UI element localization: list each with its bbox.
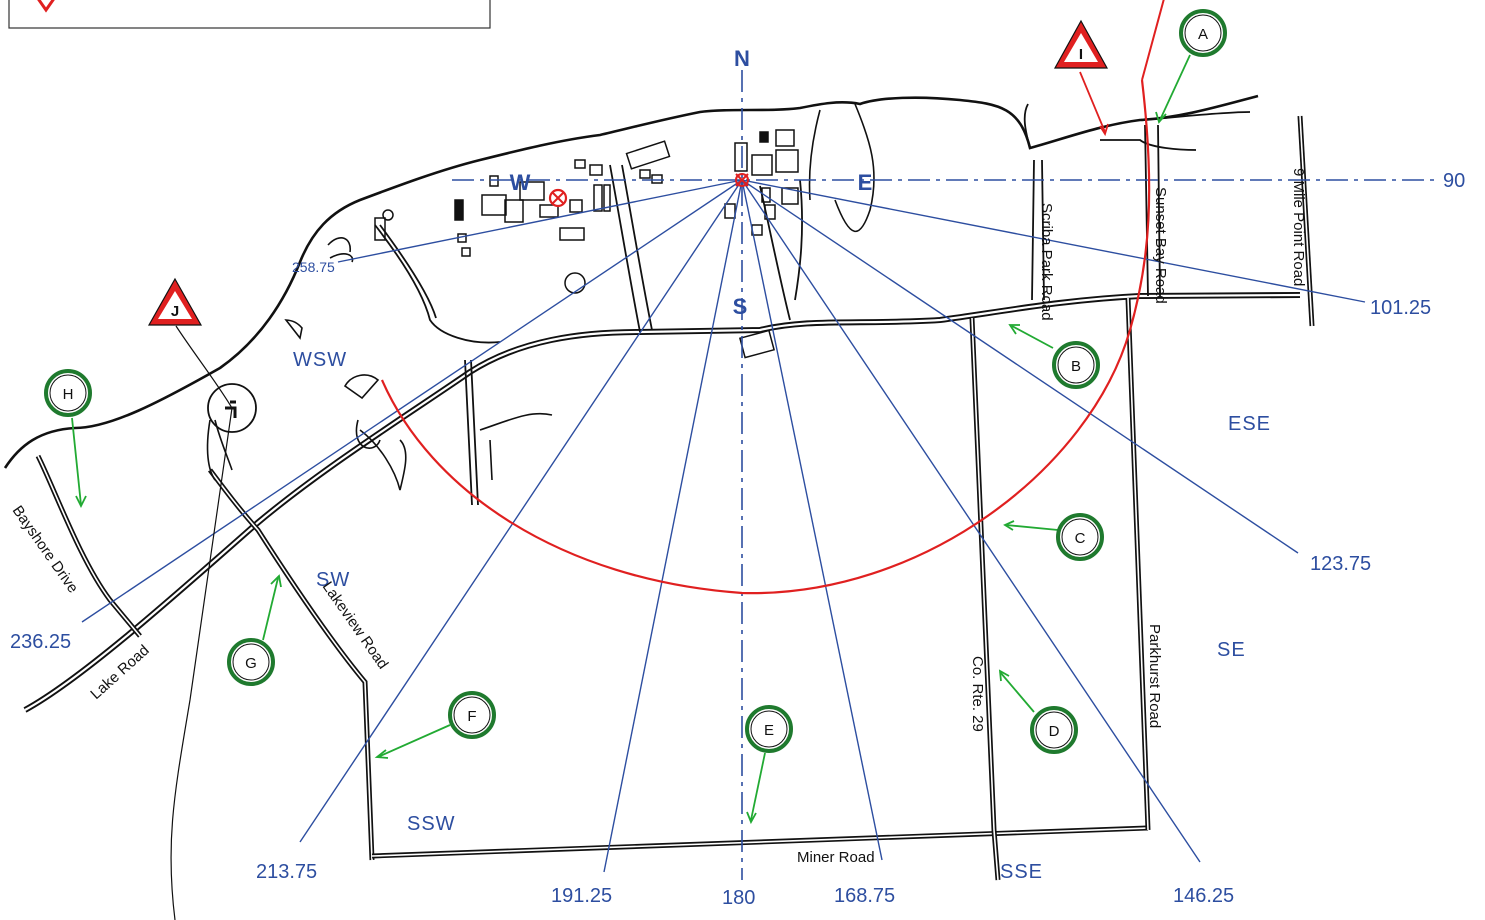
sector-sse: SSE xyxy=(1000,861,1043,883)
plant-loop-road xyxy=(374,224,501,344)
triangle-i-label: I xyxy=(1079,46,1083,63)
sector-sw: SW xyxy=(316,569,350,591)
sector-line-146 xyxy=(741,179,1201,863)
compass-east: E xyxy=(858,170,873,195)
marker-d-label: D xyxy=(1049,723,1060,740)
circle-x-icon xyxy=(548,188,568,208)
sector-line-213 xyxy=(299,179,743,843)
boundary-arc-top xyxy=(1141,0,1165,81)
terrain-lines xyxy=(206,103,875,491)
triangle-i[interactable]: I xyxy=(1053,19,1109,69)
bearing-123: 123.75 xyxy=(1310,553,1371,575)
marker-h[interactable]: H xyxy=(44,369,92,417)
marker-f[interactable]: F xyxy=(448,691,496,739)
sector-line-191 xyxy=(603,179,743,873)
marker-e-label: E xyxy=(764,722,774,739)
water-tower-feature xyxy=(207,383,257,433)
sector-labels: ESE SE SSE SSW SW WSW xyxy=(293,349,1271,883)
bearing-258: 258.75 xyxy=(292,259,335,275)
marker-c-label: C xyxy=(1075,530,1086,547)
compass-north: N xyxy=(734,46,750,71)
marker-d[interactable]: D xyxy=(1030,706,1078,754)
sector-line-101 xyxy=(741,179,1366,303)
road-label-lakeview: Lakeview Road xyxy=(319,579,392,673)
sector-line-123 xyxy=(741,179,1299,554)
triangle-pointers xyxy=(170,71,1109,920)
marker-f-label: F xyxy=(467,708,476,725)
roads xyxy=(23,115,1315,881)
compass-axes xyxy=(452,70,1440,880)
fan-features xyxy=(284,319,380,400)
bearing-90: 90 xyxy=(1443,170,1465,192)
marker-a-label: A xyxy=(1198,26,1208,43)
bearing-191: 191.25 xyxy=(551,885,612,907)
crosshair-icon xyxy=(735,173,749,187)
sector-ese: ESE xyxy=(1228,413,1271,435)
plant-road xyxy=(609,164,653,333)
boundary-arc xyxy=(380,79,1151,595)
bearing-180: 180 xyxy=(722,887,755,909)
marker-e[interactable]: E xyxy=(745,705,793,753)
road-label-nine-mile: 9 Mile Point Road xyxy=(1290,168,1307,286)
bearing-labels: 90 101.25 123.75 146.25 168.75 180 191.2… xyxy=(10,170,1465,909)
marker-g-label: G xyxy=(245,655,257,672)
plant-inner-road xyxy=(759,179,803,321)
sector-wsw: WSW xyxy=(293,349,347,371)
road-label-bayshore: Bayshore Drive xyxy=(9,503,82,597)
triangle-j[interactable]: J xyxy=(147,277,203,326)
road-label-lake: Lake Road xyxy=(87,642,152,703)
compass-west: W xyxy=(510,170,531,195)
sector-line-258 xyxy=(337,179,743,263)
marker-g[interactable]: G xyxy=(227,638,275,686)
plant-buildings xyxy=(374,129,799,359)
bearing-213: 213.75 xyxy=(256,861,317,883)
access-road xyxy=(464,359,479,506)
marker-a[interactable]: A xyxy=(1179,9,1227,57)
marker-b[interactable]: B xyxy=(1052,341,1100,389)
sector-se: SE xyxy=(1217,639,1246,661)
legend-box xyxy=(8,0,491,29)
sector-line-236 xyxy=(81,179,743,623)
bearing-236: 236.25 xyxy=(10,631,71,653)
triangle-j-label: J xyxy=(171,303,179,320)
sector-lines xyxy=(81,179,1366,873)
bearing-146: 146.25 xyxy=(1173,885,1234,907)
bearing-101: 101.25 xyxy=(1370,297,1431,319)
marker-c[interactable]: C xyxy=(1056,513,1104,561)
bearing-168: 168.75 xyxy=(834,885,895,907)
marker-h-label: H xyxy=(63,386,74,403)
road-label-parkhurst: Parkhurst Road xyxy=(1146,624,1163,728)
triangles: I J xyxy=(147,19,1109,326)
compass-south: S xyxy=(733,294,748,319)
compass-labels: N S E W xyxy=(510,46,873,319)
road-label-co-rte: Co. Rte. 29 xyxy=(969,656,986,732)
road-label-miner: Miner Road xyxy=(797,849,875,866)
sunset-bay-road xyxy=(1144,124,1161,297)
lake-road xyxy=(23,292,1301,713)
marker-pointers xyxy=(71,54,1191,825)
shore-inlet xyxy=(1023,103,1251,151)
road-label-sunset: Sunset Bay Road xyxy=(1152,187,1169,304)
marker-b-label: B xyxy=(1071,358,1081,375)
sector-line-168 xyxy=(741,179,883,861)
scriba-park-road xyxy=(1031,159,1045,301)
legend-triangle-icon xyxy=(37,0,55,13)
road-label-scriba: Scriba Park Road xyxy=(1038,203,1055,321)
road-labels: Bayshore Drive Lake Road Lakeview Road M… xyxy=(9,168,1307,866)
markers: A B C D E F G H xyxy=(44,9,1227,754)
sector-ssw: SSW xyxy=(407,813,456,835)
